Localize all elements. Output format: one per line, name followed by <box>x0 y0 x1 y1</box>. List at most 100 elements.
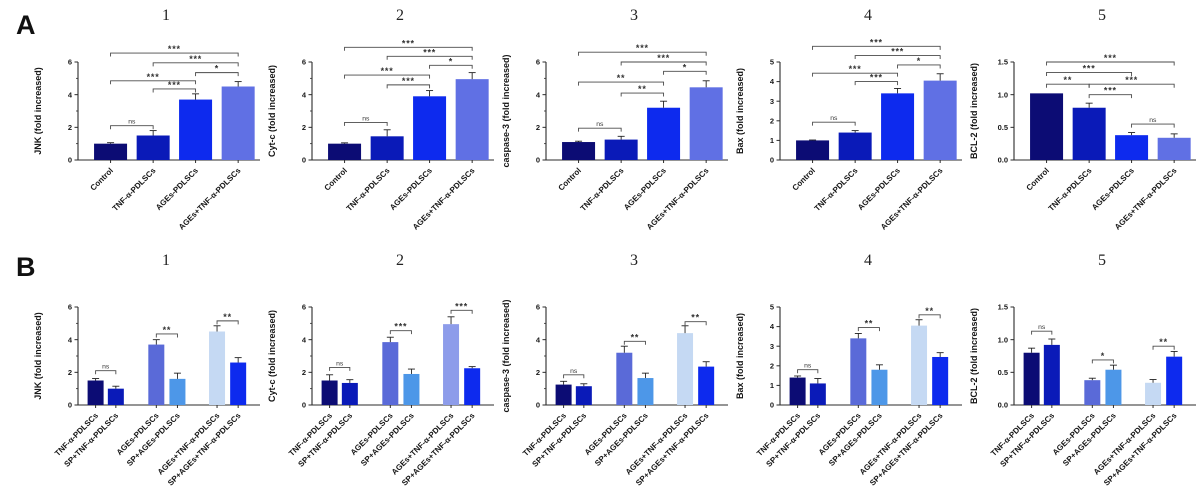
significance-bracket <box>1088 94 1133 99</box>
x-category-label: AGEs-PDLSCs <box>1090 166 1136 212</box>
bar-Control <box>796 140 830 160</box>
significance-bracket <box>329 366 351 371</box>
significance-bracket <box>195 72 239 77</box>
bar-AGEs+TNF-α-PDLSCs <box>689 87 723 160</box>
significance-bracket <box>1046 61 1175 66</box>
bar-SP+TNF-α-PDLSCs <box>1043 344 1060 405</box>
bar-TNF-α-PDLSCs <box>604 139 638 160</box>
significance-label: ns <box>102 364 110 371</box>
bar-AGEs-PDLSCs <box>1115 135 1149 160</box>
y-axis-title: BCL-2 (fold increased) <box>969 308 979 404</box>
significance-bracket <box>812 45 941 50</box>
bar-AGEs+TNF-α-PDLSCs <box>443 324 460 405</box>
significance-label: ** <box>617 73 626 83</box>
bar-AGEs-PDLSCs <box>616 352 633 405</box>
significance-bracket <box>812 72 899 77</box>
significance-bracket <box>344 121 388 126</box>
y-tick-label: 4 <box>302 90 307 99</box>
y-axis-title: Cyt-c (fold increased) <box>267 65 277 157</box>
significance-bracket <box>110 52 239 57</box>
y-tick-label: 2 <box>536 368 540 377</box>
significance-bracket <box>110 80 197 85</box>
significance-bracket <box>389 330 412 335</box>
y-tick-label: 1 <box>770 136 774 145</box>
chart-title-number: 4 <box>864 7 872 24</box>
significance-label: *** <box>402 38 415 48</box>
panel-b-charts: 1 0 2 4 6 TNF-α-PDLSCs SP+TNF-α-PDLSCs AGEs-PDL… <box>28 245 1198 490</box>
significance-label: *** <box>168 44 181 54</box>
significance-label: *** <box>1104 53 1117 63</box>
chart-title-number: 5 <box>1098 252 1106 269</box>
y-tick-label: 1.0 <box>998 90 1008 99</box>
significance-bracket <box>95 370 117 375</box>
y-tick-label: 2 <box>68 368 72 377</box>
bar-TNF-α-PDLSCs <box>370 136 404 160</box>
bar-AGEs+TNF-α-PDLSCs <box>677 333 694 405</box>
y-tick-label: 4 <box>536 335 541 344</box>
bar-AGEs-PDLSCs <box>647 107 681 160</box>
bar-SP+TNF-α-PDLSCs <box>575 386 592 405</box>
y-tick-label: 0 <box>770 401 774 410</box>
bar-AGEs-PDLSCs <box>179 99 213 160</box>
bar-AGEs+TNF-α-PDLSCs <box>455 79 489 160</box>
bar-AGEs+TNF-α-PDLSCs <box>1157 137 1191 160</box>
significance-label: *** <box>455 301 468 311</box>
significance-bracket <box>1046 72 1133 76</box>
y-tick-label: 2 <box>770 116 774 125</box>
x-category-label: Control <box>557 166 583 192</box>
y-tick-label: 3 <box>770 97 774 106</box>
significance-bracket <box>155 333 178 338</box>
y-tick-label: 4 <box>770 322 775 331</box>
significance-bracket <box>386 84 431 89</box>
y-tick-label: 0 <box>770 156 774 165</box>
significance-label: ** <box>631 332 640 342</box>
significance-bracket <box>663 70 707 75</box>
significance-bracket <box>918 314 941 319</box>
x-category-label: TNF-α-PDLSCs <box>579 166 626 213</box>
y-tick-label: 5 <box>770 58 774 67</box>
y-axis-title: Cyt-c (fold increased) <box>267 310 277 402</box>
chart-svg-B-4: 4012345TNF-α-PDLSCsSP+TNF-α-PDLSCsAGEs-P… <box>735 252 962 488</box>
significance-bracket <box>620 61 707 66</box>
significance-label: * <box>917 56 921 66</box>
bar-Control <box>94 143 128 160</box>
bar-AGEs+TNF-α-PDLSCs <box>1145 382 1162 405</box>
bar-SP+AGEs-PDLSCs <box>871 369 888 405</box>
y-tick-label: 2 <box>536 123 540 132</box>
significance-label: * <box>449 56 453 66</box>
bar-SP+AGEs-PDLSCs <box>169 378 186 405</box>
bar-TNF-α-PDLSCs <box>838 132 872 160</box>
significance-bracket <box>152 62 239 67</box>
bar-TNF-α-PDLSCs <box>321 380 338 405</box>
bar-AGEs+TNF-α-PDLSCs <box>221 86 255 160</box>
significance-label: * <box>683 62 687 72</box>
significance-label: ns <box>1038 324 1046 331</box>
x-category-label: Control <box>791 166 817 192</box>
chart-svg-A-2: 20246ControlTNF-α-PDLSCsAGEs-PDLSCsAGEs+… <box>267 7 494 232</box>
chart-A-3: 3 0 2 4 6 Control TNF-α-PDLSCs AGEs-PDLSCs AGEs+… <box>496 0 730 245</box>
significance-bracket <box>344 74 431 79</box>
y-tick-label: 6 <box>536 58 540 67</box>
significance-label: *** <box>394 322 407 332</box>
significance-bracket <box>1152 345 1175 350</box>
significance-label: *** <box>870 37 883 47</box>
significance-bracket <box>1091 359 1114 364</box>
y-axis-title: Bax (fold increased) <box>735 68 745 154</box>
significance-bracket <box>110 125 154 130</box>
significance-bracket <box>854 81 899 86</box>
x-category-label: TNF-α-PDLSCs <box>1047 166 1094 213</box>
chart-B-4: 4 0 1 2 3 4 5 TNF-α-PDLSCs SP+TNF-α-PDLSCs AGEs-P… <box>730 245 964 490</box>
significance-label: *** <box>1125 75 1138 85</box>
y-tick-label: 4 <box>68 90 73 99</box>
significance-bracket <box>684 321 707 326</box>
significance-bracket <box>854 55 941 60</box>
significance-label: ** <box>163 325 172 335</box>
y-tick-label: 6 <box>536 303 540 312</box>
significance-bracket <box>578 81 665 86</box>
y-tick-label: 4 <box>302 335 307 344</box>
significance-label: *** <box>657 53 670 63</box>
y-tick-label: 0 <box>536 156 540 165</box>
y-tick-label: 0.0 <box>998 156 1008 165</box>
y-tick-label: 0.5 <box>998 368 1008 377</box>
significance-bracket <box>797 369 819 374</box>
